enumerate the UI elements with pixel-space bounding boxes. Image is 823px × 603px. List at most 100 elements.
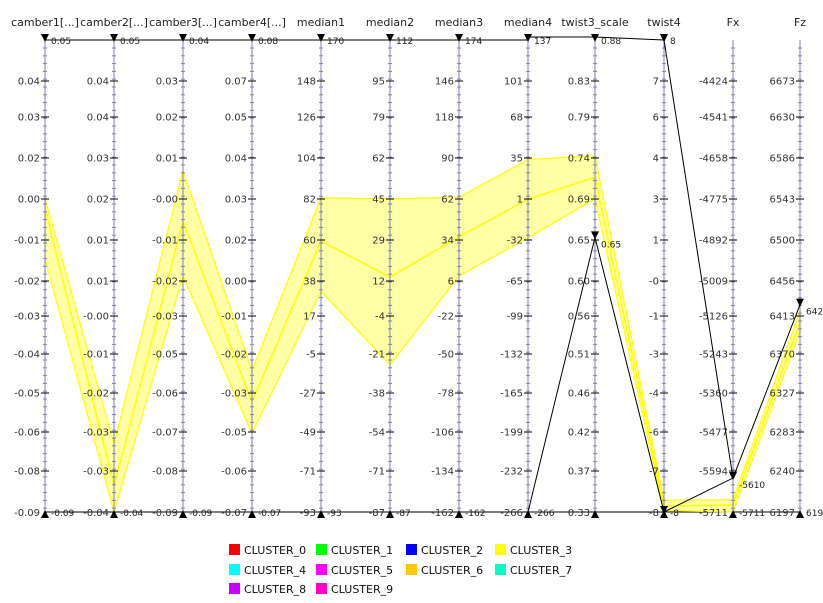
tick-label: 0.51 [568, 350, 590, 361]
tick-label: 1 [517, 195, 523, 206]
axis-title: median1 [297, 16, 345, 29]
highlight-marker [796, 298, 804, 307]
tick-label: 0.04 [225, 154, 247, 165]
axis-bottom-marker [524, 510, 532, 518]
tick-label: -71 [369, 467, 385, 478]
tick-label: 0.01 [87, 277, 109, 288]
highlight-marker [591, 231, 599, 240]
highlight-value-label: 642 [806, 308, 823, 318]
axis-title: camber1[...] [11, 16, 79, 29]
tick-label: -27 [300, 389, 316, 400]
tick-label: -50 [438, 350, 454, 361]
highlight-marker [660, 34, 668, 42]
tick-label: 0.01 [87, 236, 109, 247]
legend-swatch [229, 583, 240, 594]
axis-title: median2 [366, 16, 414, 29]
tick-label: 1 [653, 236, 659, 247]
tick-label: 90 [441, 154, 454, 165]
legend-swatch [316, 564, 327, 575]
tick-label: -132 [500, 350, 523, 361]
tick-label: -0.02 [152, 277, 178, 288]
legend-label: CLUSTER_4 [244, 564, 306, 577]
tick-label: 6630 [770, 113, 795, 124]
tick-label: 0.69 [568, 195, 590, 206]
tick-label: 6543 [770, 195, 795, 206]
tick-label: -32 [507, 236, 523, 247]
tick-label: 17 [303, 312, 316, 323]
tick-label: -0.00 [152, 195, 178, 206]
tick-label: 4 [653, 154, 659, 165]
tick-label: 0.04 [87, 77, 109, 88]
tick-label: 0.04 [87, 113, 109, 124]
axis-bottom-marker [41, 510, 49, 518]
tick-label: 34 [441, 236, 454, 247]
highlight-marker [660, 506, 668, 514]
tick-label: -3 [649, 350, 659, 361]
tick-label: -0.01 [83, 350, 109, 361]
axis-max-label: 174 [465, 37, 482, 47]
axis-title: twist3_scale [561, 16, 628, 29]
axis-title: camber4[...] [218, 16, 286, 29]
tick-label: -38 [369, 389, 385, 400]
tick-label: -65 [507, 277, 523, 288]
tick-label: -0.01 [14, 236, 40, 247]
axis-min-label-right: -93 [327, 509, 342, 519]
tick-label: -0.05 [152, 350, 178, 361]
axis-top-marker [179, 34, 187, 42]
tick-label: -4424 [699, 77, 728, 88]
tick-label: 0.79 [568, 113, 590, 124]
axis-bottom-marker [179, 510, 187, 518]
tick-label: 0.03 [87, 154, 109, 165]
tick-label: -71 [300, 467, 316, 478]
tick-label: 79 [372, 113, 385, 124]
tick-label: 3 [653, 195, 659, 206]
tick-label: 6500 [770, 236, 795, 247]
tick-label: 62 [372, 154, 385, 165]
tick-label: 12 [372, 277, 385, 288]
axis-title: median3 [435, 16, 483, 29]
axis-min-label-right: -87 [396, 509, 411, 519]
axis-max-label: 8 [670, 37, 676, 47]
axis-min-label-right: -5711 [739, 509, 765, 519]
tick-label: 82 [303, 195, 316, 206]
axis-min-label: -5711 [699, 508, 728, 519]
legend-label: CLUSTER_7 [510, 564, 572, 577]
axis-bottom-marker [729, 510, 737, 518]
tick-label: -0.07 [152, 428, 178, 439]
legend-swatch [495, 544, 506, 555]
tick-label: -0.05 [14, 389, 40, 400]
tick-label: 6370 [770, 350, 795, 361]
axis-max-label: 0.05 [51, 37, 71, 47]
legend-label: CLUSTER_8 [244, 583, 306, 596]
axis-top-marker [248, 34, 256, 42]
tick-label: 0.04 [18, 77, 40, 88]
tick-label: 6283 [770, 428, 795, 439]
tick-label: -0.01 [221, 312, 247, 323]
tick-label: -0.03 [152, 312, 178, 323]
tick-label: 0.02 [225, 236, 247, 247]
tick-label: -0.02 [221, 350, 247, 361]
tick-label: -0.06 [14, 428, 40, 439]
axis-min-label: -0.09 [14, 508, 40, 519]
tick-label: -0.03 [83, 467, 109, 478]
axis-min-label: -93 [300, 508, 316, 519]
highlight-value-label: 0.65 [601, 240, 621, 250]
axis-min-label-right: -162 [465, 509, 485, 519]
cluster-band [44, 155, 801, 515]
axis-min-label: -266 [500, 508, 523, 519]
tick-label: 0.37 [568, 467, 590, 478]
tick-label: 45 [372, 195, 385, 206]
axis-max-label: 0.05 [120, 37, 140, 47]
highlight-marker [729, 472, 737, 481]
legend-swatch [406, 544, 417, 555]
highlight-line [663, 39, 734, 479]
axis-min-label-right: -0.07 [258, 509, 281, 519]
tick-label: -4 [649, 389, 659, 400]
tick-label: -5 [306, 350, 316, 361]
legend-label: CLUSTER_9 [331, 583, 393, 596]
tick-label: 101 [504, 77, 523, 88]
tick-label: -0.03 [14, 312, 40, 323]
tick-label: 0.02 [87, 195, 109, 206]
axis-top-marker [591, 34, 599, 42]
